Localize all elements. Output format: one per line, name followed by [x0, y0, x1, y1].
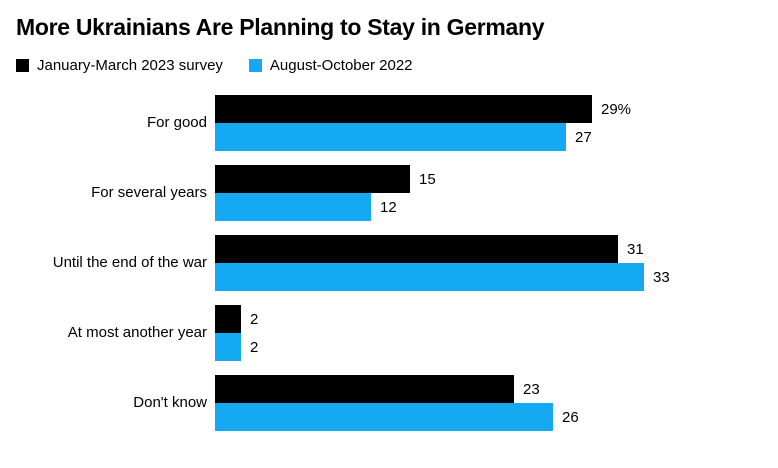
bar	[215, 193, 371, 222]
bar	[215, 235, 618, 264]
category-label: For several years	[91, 184, 207, 202]
chart-row: At most another year 2 2	[16, 305, 778, 362]
bar-value-label: 29%	[601, 100, 632, 118]
bar-value-label: 31	[627, 240, 644, 258]
legend-swatch-aug-oct-2022	[248, 59, 262, 73]
legend-label-jan-mar-2023: January-March 2023 survey	[37, 57, 223, 75]
bar	[215, 263, 644, 292]
bar-value-label: 12	[380, 198, 397, 216]
bar	[215, 95, 592, 124]
chart-row: For several years 15 12	[16, 165, 778, 222]
bar	[215, 403, 553, 432]
bar	[215, 123, 566, 152]
legend-swatch-jan-mar-2023	[16, 59, 29, 73]
bar	[215, 333, 241, 362]
bar-line: 12	[215, 193, 778, 222]
bar-value-label: 2	[250, 338, 259, 356]
category-bars: 29% 27	[215, 95, 778, 152]
bar-line: 31	[215, 235, 778, 264]
bar-value-label: 27	[575, 128, 592, 146]
bar-line: 26	[215, 403, 778, 432]
bar-value-label: 23	[523, 380, 540, 398]
bar-value-label: 2	[250, 310, 259, 328]
legend: January-March 2023 survey August-October…	[16, 57, 778, 74]
chart-rows: For good 29% 27 For several years 15 12 Until …	[16, 95, 778, 432]
bar-line: 23	[215, 375, 778, 404]
bar-value-label: 15	[419, 170, 436, 188]
legend-item-aug-oct-2022: August-October 2022	[248, 57, 413, 75]
category-label: For good	[146, 114, 207, 132]
bar-line: 15	[215, 165, 778, 194]
legend-item-jan-mar-2023: January-March 2023 survey	[16, 57, 223, 74]
category-label: Until the end of the war	[52, 254, 207, 272]
bar-line: 2	[215, 305, 778, 334]
chart-row: For good 29% 27	[16, 95, 778, 152]
bar-line: 29%	[215, 95, 778, 124]
legend-label-aug-oct-2022: August-October 2022	[269, 57, 413, 75]
bar-value-label: 26	[562, 408, 579, 426]
category-label: At most another year	[67, 324, 207, 342]
bar-line: 27	[215, 123, 778, 152]
bar-chart: More Ukrainians Are Planning to Stay in …	[16, 14, 778, 432]
bar-line: 33	[215, 263, 778, 292]
bar	[215, 305, 241, 334]
bar-value-label: 33	[653, 268, 670, 286]
category-bars: 23 26	[215, 375, 778, 432]
category-bars: 15 12	[215, 165, 778, 222]
bar	[215, 165, 410, 194]
category-bars: 31 33	[215, 235, 778, 292]
chart-row: Don't know 23 26	[16, 375, 778, 432]
category-label: Don't know	[133, 394, 207, 412]
bar-line: 2	[215, 333, 778, 362]
bar	[215, 375, 514, 404]
chart-title: More Ukrainians Are Planning to Stay in …	[16, 14, 545, 40]
chart-row: Until the end of the war 31 33	[16, 235, 778, 292]
